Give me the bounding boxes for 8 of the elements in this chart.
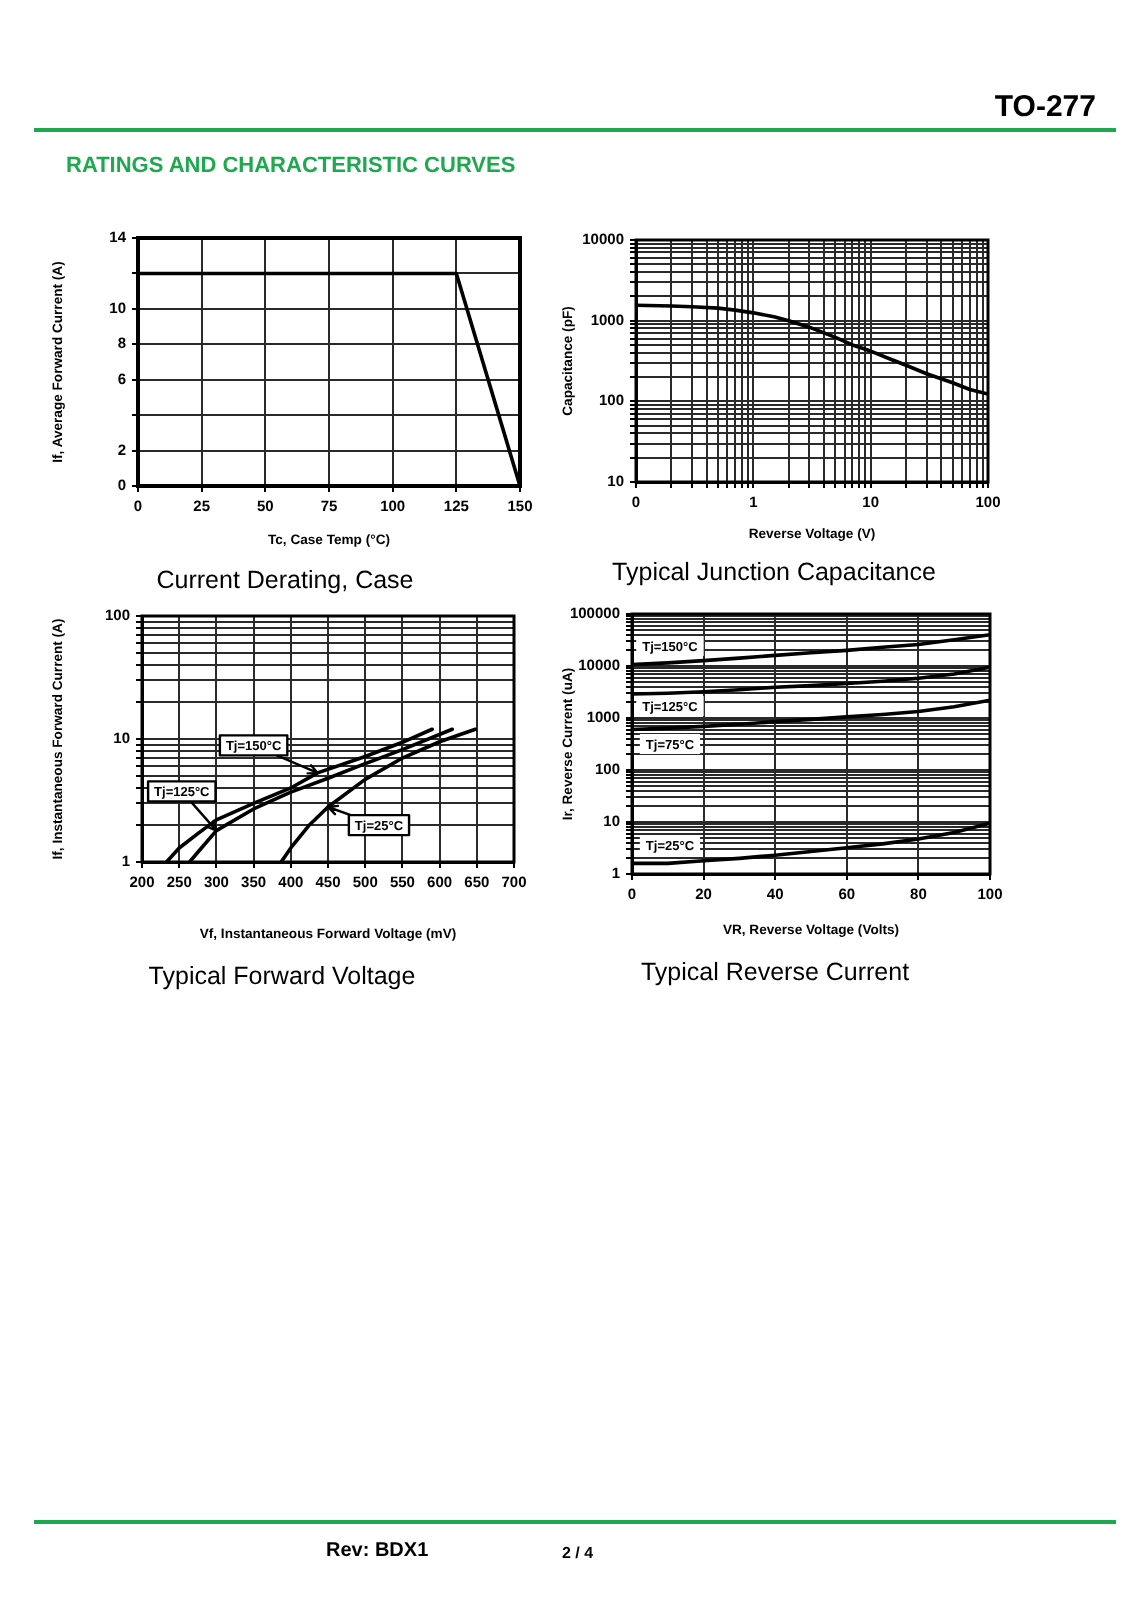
- text: Typical Reverse Current: [640, 957, 911, 986]
- text: Rev: BDX1: [326, 1540, 429, 1563]
- text: Typical Junction Capacitance: [612, 557, 936, 586]
- text: Typical Forward Voltage: [148, 961, 416, 990]
- text: TO-277: [994, 90, 1096, 125]
- text: Current Derating, Case: [156, 565, 414, 594]
- text: 2 / 4: [562, 1544, 594, 1563]
- text: RATINGS AND CHARACTERISTIC CURVES: [66, 154, 516, 180]
